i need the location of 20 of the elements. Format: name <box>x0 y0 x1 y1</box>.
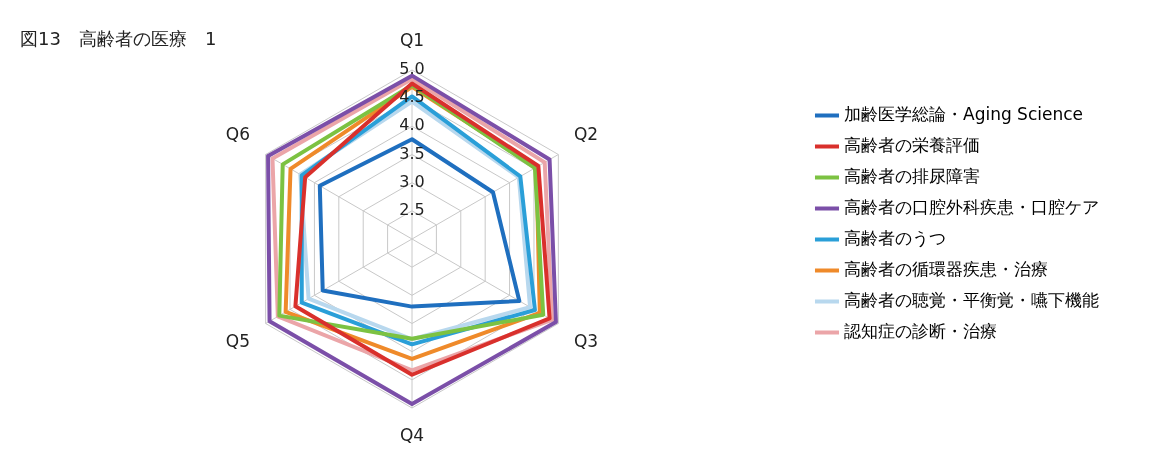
legend-label: 加齢医学総論・Aging Science <box>844 103 1084 124</box>
legend-label: 高齢者のうつ <box>844 227 946 248</box>
legend-label: 高齢者の循環器疾患・治療 <box>844 258 1048 279</box>
y-tick-label: 2.5 <box>399 199 425 219</box>
spoke-label: Q2 <box>573 123 599 144</box>
chart-title: 図13 高齢者の医療 1 <box>20 28 217 50</box>
spoke-label: Q3 <box>573 331 599 352</box>
spoke-label: Q6 <box>225 123 251 144</box>
legend-label: 高齢者の排尿障害 <box>844 165 980 186</box>
spoke-label: Q5 <box>225 331 251 352</box>
y-tick-label: 5.0 <box>399 59 425 79</box>
legend-label: 高齢者の栄養評価 <box>844 134 980 155</box>
spoke-label: Q1 <box>399 30 425 51</box>
legend-label: 高齢者の聴覚・平衡覚・嚥下機能 <box>844 289 1099 310</box>
legend-label: 高齢者の口腔外科疾患・口腔ケア <box>844 196 1099 217</box>
spoke-label: Q4 <box>399 424 425 445</box>
y-tick-label: 3.5 <box>399 143 425 163</box>
y-tick-label: 3.0 <box>399 171 425 191</box>
legend-label: 認知症の診断・治療 <box>844 320 997 341</box>
y-tick-label: 4.0 <box>399 115 425 135</box>
